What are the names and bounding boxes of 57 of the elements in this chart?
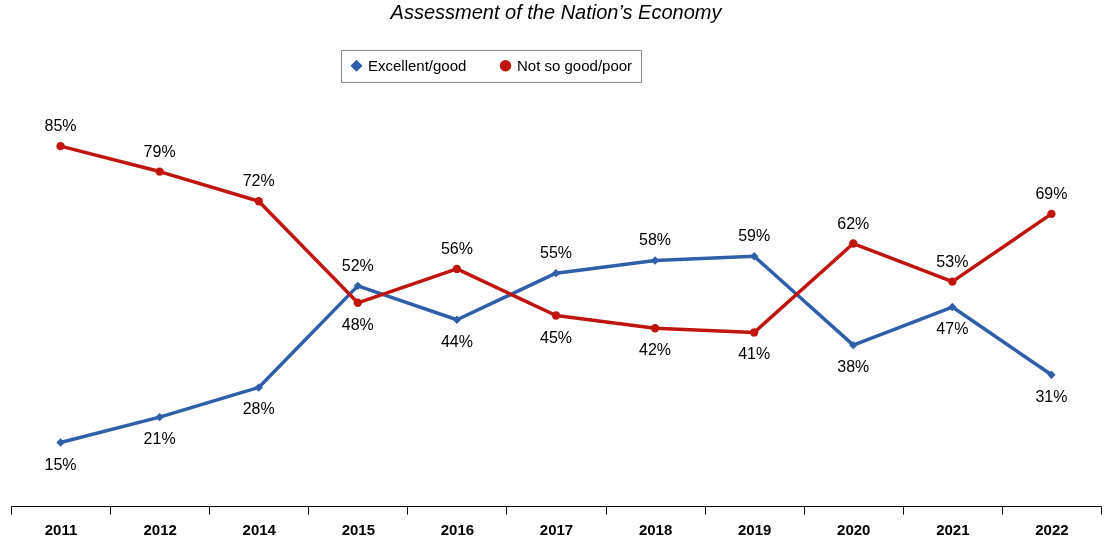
data-label: 15% [44, 455, 77, 473]
legend-label: Excellent/good [368, 56, 467, 74]
point [551, 311, 561, 320]
point [353, 281, 362, 291]
data-label: 85% [44, 117, 77, 135]
data-label: 69% [1035, 184, 1068, 202]
data-label: 79% [143, 142, 176, 160]
data-label: 47% [936, 320, 969, 338]
point [948, 277, 957, 286]
data-label: 38% [837, 358, 870, 376]
x-tick-label: 2011 [44, 520, 78, 538]
data-label: 28% [242, 400, 275, 418]
x-tick-label: 2022 [1035, 520, 1069, 538]
data-label: 53% [936, 252, 969, 270]
data-label: 21% [143, 430, 176, 448]
data-label: 55% [539, 244, 573, 262]
point [353, 298, 362, 307]
x-tick-label: 2021 [936, 520, 970, 538]
point [750, 328, 759, 337]
data-label: 72% [242, 172, 275, 190]
point [56, 141, 65, 151]
point [1047, 370, 1056, 379]
x-tick-label: 2016 [440, 520, 475, 538]
legend-label: Not so good/poor [517, 56, 633, 74]
x-tick-label: 2014 [242, 520, 277, 538]
x-tick-label: 2012 [143, 520, 177, 538]
point [254, 383, 263, 392]
point [155, 167, 164, 176]
point [452, 315, 462, 324]
data-label: 45% [539, 328, 573, 346]
point [56, 438, 65, 447]
data-label: 42% [639, 341, 672, 359]
data-label: 48% [341, 315, 374, 333]
data-label: 58% [639, 231, 672, 249]
point [1047, 209, 1056, 219]
point [650, 324, 660, 333]
point [155, 412, 164, 422]
point [849, 340, 858, 350]
x-tick-label: 2019 [737, 520, 772, 538]
data-label: 41% [738, 345, 771, 363]
data-label: 31% [1035, 387, 1068, 405]
x-tick-label: 2018 [638, 520, 673, 538]
x-tick-label: 2017 [539, 520, 574, 538]
data-label: 52% [341, 256, 374, 274]
point [452, 264, 462, 274]
point [948, 302, 957, 312]
data-label: 56% [440, 239, 473, 257]
point [551, 268, 561, 278]
point [849, 239, 858, 248]
data-label: 62% [837, 214, 870, 232]
data-label: 44% [440, 332, 473, 350]
data-label: 59% [738, 227, 771, 245]
x-tick-label: 2015 [341, 520, 376, 538]
point [254, 197, 263, 206]
x-tick-label: 2020 [837, 520, 871, 538]
point [750, 252, 759, 261]
chart-title: Assessment of the Nation’s Economy [389, 1, 723, 24]
